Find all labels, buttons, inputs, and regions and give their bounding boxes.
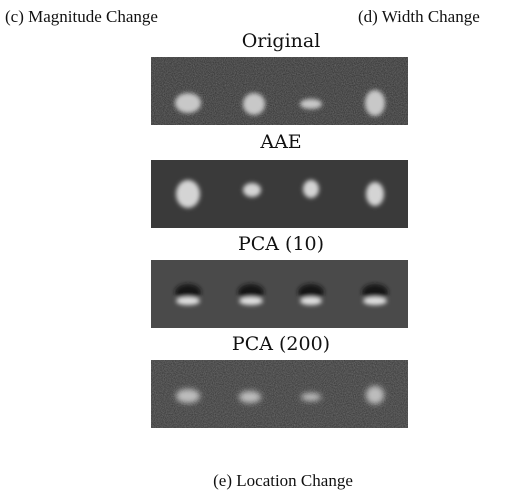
blob-light xyxy=(239,297,263,305)
panel-label: AAE xyxy=(259,131,301,153)
caption-d: (d) Width Change xyxy=(358,7,480,26)
panel-noise xyxy=(151,57,408,125)
blob-light xyxy=(300,297,322,305)
blob xyxy=(300,99,322,109)
caption-e: (e) Location Change xyxy=(213,471,353,490)
blob xyxy=(301,393,321,401)
blob xyxy=(303,180,319,198)
page: {"captions": {"c": "(c) Magnitude Change… xyxy=(0,0,511,497)
caption-c: (c) Magnitude Change xyxy=(5,7,158,26)
image-panel xyxy=(151,260,408,328)
blob xyxy=(365,90,385,116)
image-panel xyxy=(151,160,408,228)
blob xyxy=(176,389,200,403)
blob-light xyxy=(176,297,200,305)
blob xyxy=(239,391,261,403)
blob xyxy=(366,182,384,206)
blob xyxy=(243,183,261,197)
blob xyxy=(243,93,265,115)
panel-label: PCA (10) xyxy=(238,233,324,255)
blob xyxy=(175,93,201,113)
image-panel xyxy=(151,360,408,428)
panel-label: PCA (200) xyxy=(232,333,330,355)
panel-label: Original xyxy=(242,30,321,52)
blob xyxy=(366,386,384,404)
blob-light xyxy=(363,297,387,305)
blob xyxy=(176,180,200,208)
image-panel xyxy=(151,57,408,125)
figure: (c) Magnitude Change (d) Width Change Or… xyxy=(0,0,511,497)
